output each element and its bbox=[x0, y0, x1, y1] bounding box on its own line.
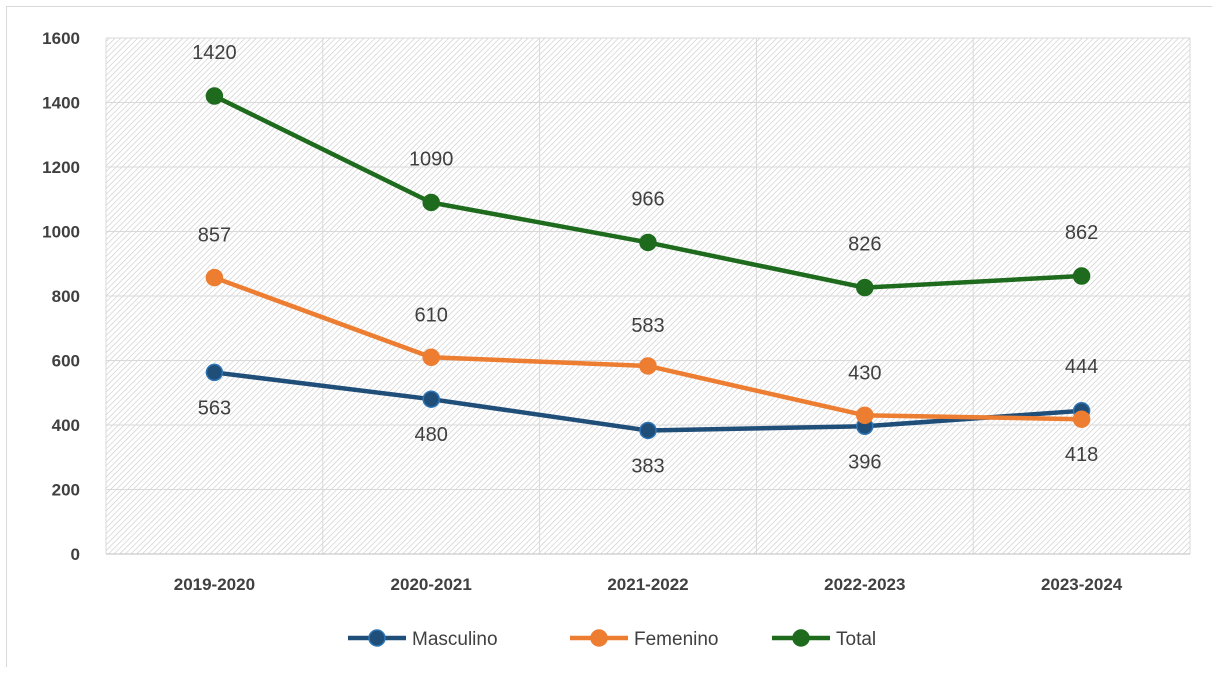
data-point-masculino bbox=[422, 390, 440, 408]
data-label-masculino: 480 bbox=[415, 424, 448, 446]
data-point-masculino bbox=[205, 363, 224, 382]
x-tick-label: 2023-2024 bbox=[1041, 575, 1123, 594]
data-point-femenino bbox=[422, 348, 440, 367]
y-axis-tick-labels: 0 200 400 600 800 1000 1200 1400 1600 bbox=[42, 29, 80, 564]
data-point-total bbox=[1072, 267, 1091, 285]
y-tick-label: 1600 bbox=[42, 29, 80, 48]
legend-marker-total bbox=[792, 629, 810, 647]
data-label-total: 826 bbox=[848, 234, 881, 256]
y-tick-label: 600 bbox=[52, 352, 80, 371]
chart-frame bbox=[6, 6, 1212, 667]
data-label-femenino: 610 bbox=[415, 304, 448, 326]
x-tick-label: 2021-2022 bbox=[607, 575, 688, 594]
series-group bbox=[205, 87, 1091, 440]
x-tick-label: 2020-2021 bbox=[391, 575, 472, 594]
data-label-femenino: 583 bbox=[631, 315, 664, 337]
data-label-femenino: 418 bbox=[1065, 444, 1098, 466]
data-point-total bbox=[205, 87, 224, 105]
data-label-femenino: 857 bbox=[198, 225, 231, 247]
data-point-masculino bbox=[639, 421, 657, 440]
data-point-femenino bbox=[205, 268, 224, 287]
legend-label-femenino: Femenino bbox=[634, 629, 719, 650]
y-tick-label: 0 bbox=[71, 545, 80, 564]
data-labels: 563 480 383 396 444 857 610 583 430 418 1420 1090 96… bbox=[192, 42, 1098, 477]
data-label-masculino: 383 bbox=[631, 455, 664, 477]
data-label-total: 1090 bbox=[409, 148, 454, 170]
gridlines bbox=[105, 37, 1191, 555]
legend-label-masculino: Masculino bbox=[412, 629, 498, 650]
y-tick-label: 800 bbox=[52, 287, 80, 306]
data-point-femenino bbox=[1072, 410, 1091, 428]
legend: Masculino Femenino Total bbox=[348, 629, 876, 650]
data-point-total bbox=[422, 193, 440, 212]
data-label-masculino: 563 bbox=[198, 397, 231, 419]
y-tick-label: 1200 bbox=[42, 158, 80, 177]
y-tick-label: 1400 bbox=[42, 94, 80, 113]
data-point-femenino bbox=[639, 357, 657, 375]
data-label-total: 1420 bbox=[192, 42, 237, 64]
data-label-total: 966 bbox=[631, 188, 664, 210]
x-tick-label: 2022-2023 bbox=[824, 575, 905, 594]
data-label-total: 862 bbox=[1065, 222, 1098, 244]
x-axis-tick-labels: 2019-2020 2020-2021 2021-2022 2022-2023 2023… bbox=[174, 575, 1123, 594]
legend-marker-masculino bbox=[368, 629, 386, 647]
data-point-femenino bbox=[856, 406, 874, 425]
data-point-total bbox=[639, 233, 657, 252]
x-tick-label: 2019-2020 bbox=[174, 575, 255, 594]
y-tick-label: 400 bbox=[52, 416, 80, 435]
data-label-masculino: 444 bbox=[1065, 356, 1098, 378]
data-label-masculino: 396 bbox=[848, 451, 881, 473]
y-tick-label: 1000 bbox=[42, 223, 80, 242]
legend-marker-femenino bbox=[590, 629, 608, 647]
y-tick-label: 200 bbox=[52, 481, 80, 500]
legend-label-total: Total bbox=[836, 629, 876, 650]
data-label-femenino: 430 bbox=[848, 362, 881, 384]
data-point-total bbox=[856, 278, 874, 297]
